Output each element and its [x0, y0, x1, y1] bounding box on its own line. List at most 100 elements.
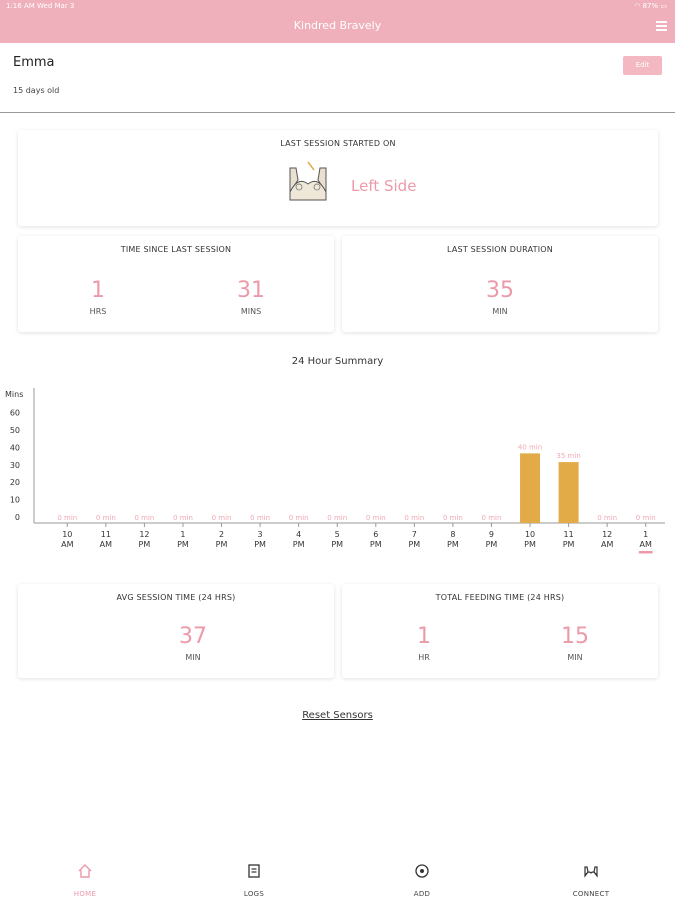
status-time-date: 1:16 AM Wed Mar 3	[6, 2, 75, 10]
total-feeding-title: TOTAL FEEDING TIME (24 HRS)	[435, 593, 565, 602]
x-tick-label: 9	[489, 530, 494, 539]
baby-name: Emma	[13, 55, 55, 70]
x-tick-label: 12	[139, 530, 149, 539]
last-duration-unit: MIN	[492, 307, 508, 316]
tab-bar: HOME LOGS ADD CONNECT	[0, 855, 675, 900]
bar-value-label: 0 min	[289, 514, 309, 522]
bar-value-label: 0 min	[482, 514, 502, 522]
baby-profile: Emma 15 days old Edit	[0, 43, 675, 113]
tab-home[interactable]: HOME	[35, 855, 135, 898]
last-session-side: Left Side	[351, 177, 417, 195]
bar-value-label: 0 min	[173, 514, 193, 522]
x-tick-label: 12	[602, 530, 612, 539]
bar-value-label: 0 min	[212, 514, 232, 522]
x-tick-label: 2	[219, 530, 224, 539]
home-icon	[78, 864, 92, 878]
bar-value-label: 35 min	[556, 452, 580, 460]
time-since-mins: 31	[237, 278, 265, 303]
wifi-icon: ◠	[634, 2, 641, 10]
x-tick-label: 6	[373, 530, 378, 539]
total-feeding-card: TOTAL FEEDING TIME (24 HRS) 1 HR 15 MIN	[342, 584, 658, 678]
x-tick-label-period: PM	[331, 540, 343, 549]
tab-add[interactable]: ADD	[372, 855, 472, 898]
avg-session-title: AVG SESSION TIME (24 HRS)	[116, 593, 236, 602]
total-feeding-hours-unit: HR	[418, 653, 430, 662]
x-tick-label-period: PM	[447, 540, 459, 549]
x-tick-label: 8	[450, 530, 455, 539]
last-duration-value: 35	[486, 278, 514, 303]
time-since-mins-unit: MINS	[240, 307, 262, 316]
chart-bar	[558, 462, 579, 523]
summary-title: 24 Hour Summary	[291, 356, 384, 367]
x-tick-label: 3	[258, 530, 263, 539]
x-tick-label-period: PM	[139, 540, 151, 549]
x-tick-label-period: PM	[370, 540, 382, 549]
total-feeding-mins-unit: MIN	[567, 653, 583, 662]
x-tick-label: 1	[180, 530, 185, 539]
bar-value-label: 0 min	[327, 514, 347, 522]
x-tick-label-period: PM	[293, 540, 305, 549]
x-tick-label-period: AM	[640, 540, 652, 549]
x-tick-label-period: PM	[524, 540, 536, 549]
reset-sensors-link[interactable]: Reset Sensors	[302, 710, 373, 721]
x-tick-label: 1	[643, 530, 648, 539]
y-tick-label: 40	[10, 443, 20, 452]
avg-session-card: AVG SESSION TIME (24 HRS) 37 MIN	[18, 584, 334, 678]
y-tick-label: 10	[10, 496, 20, 505]
nav-bar: Kindred Bravely	[0, 13, 675, 43]
last-duration-title: LAST SESSION DURATION	[447, 245, 553, 254]
bar-value-label: 0 min	[443, 514, 463, 522]
x-tick-label: 4	[296, 530, 301, 539]
y-tick-label: 20	[10, 478, 20, 487]
y-tick-label: 60	[10, 409, 20, 418]
battery-icon: ▭	[660, 2, 667, 10]
time-since-card: TIME SINCE LAST SESSION 1 HRS 31 MINS	[18, 236, 334, 332]
time-since-hours: 1	[91, 278, 105, 303]
time-since-hours-unit: HRS	[89, 307, 107, 316]
battery-percent: 87%	[642, 2, 659, 10]
x-tick-label-period: PM	[563, 540, 575, 549]
menu-icon[interactable]	[656, 21, 667, 31]
bar-value-label: 0 min	[636, 514, 656, 522]
y-tick-label: 50	[10, 426, 20, 435]
x-tick-label-period: PM	[408, 540, 420, 549]
x-tick-label: 11	[101, 530, 111, 539]
y-tick-label: 0	[15, 513, 20, 522]
logs-icon	[248, 864, 260, 878]
x-tick-label-period: AM	[100, 540, 112, 549]
tab-home-label: HOME	[73, 890, 97, 898]
bar-value-label: 0 min	[597, 514, 617, 522]
bar-value-label: 0 min	[250, 514, 270, 522]
baby-age: 15 days old	[13, 86, 60, 95]
bar-value-label: 0 min	[404, 514, 424, 522]
y-tick-label: 30	[10, 461, 20, 470]
last-session-title: LAST SESSION STARTED ON	[280, 139, 396, 148]
bar-value-label: 0 min	[366, 514, 386, 522]
time-since-title: TIME SINCE LAST SESSION	[120, 245, 232, 254]
tab-add-label: ADD	[413, 890, 431, 898]
bar-value-label: 0 min	[57, 514, 77, 522]
y-axis-title: Mins	[5, 390, 23, 399]
tab-logs[interactable]: LOGS	[204, 855, 304, 898]
tab-connect[interactable]: CONNECT	[541, 855, 641, 898]
edit-button[interactable]: Edit	[623, 56, 662, 75]
avg-session-unit: MIN	[185, 653, 201, 662]
battery-indicator: ◠ 87% ▭	[634, 2, 667, 10]
avg-session-value: 37	[179, 624, 207, 649]
x-tick-label-period: PM	[216, 540, 228, 549]
connect-icon	[584, 866, 598, 878]
tab-connect-label: CONNECT	[572, 890, 610, 898]
add-icon	[415, 864, 429, 878]
bar-value-label: 0 min	[96, 514, 116, 522]
x-tick-label: 7	[412, 530, 417, 539]
bra-icon	[289, 161, 327, 201]
current-hour-indicator	[638, 551, 653, 554]
bar-value-label: 40 min	[518, 443, 542, 451]
x-tick-label: 11	[564, 530, 574, 539]
last-session-card: LAST SESSION STARTED ON Left Side	[18, 130, 658, 226]
chart-bar	[520, 453, 541, 523]
total-feeding-mins: 15	[561, 624, 589, 649]
app-title: Kindred Bravely	[293, 19, 382, 32]
total-feeding-hours: 1	[417, 624, 431, 649]
